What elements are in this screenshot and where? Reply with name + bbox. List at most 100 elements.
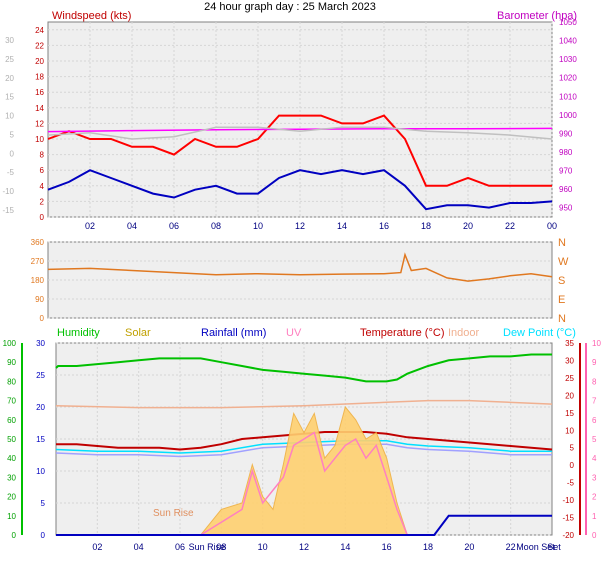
humidity-tick-label: 90 xyxy=(7,358,16,367)
legend-item: Indoor xyxy=(448,327,480,339)
temperature-tick-label: -10 xyxy=(562,496,574,505)
sunrise-tick-label: Sun Rise xyxy=(189,542,226,552)
direction-degree-label: 90 xyxy=(35,295,44,304)
wind-x-tick-label: 18 xyxy=(421,221,431,231)
series-unnamed-line xyxy=(47,126,553,140)
series-humidity-line xyxy=(55,353,552,383)
direction-degree-label: 270 xyxy=(31,257,45,266)
temp-legend: Humidity Solar Rainfall (mm) UV Temperature … xyxy=(57,327,576,339)
outer-left-tick-label: 15 xyxy=(5,93,14,102)
temp-x-tick-label: 06 xyxy=(175,542,185,552)
series-gust-line xyxy=(47,114,552,187)
legend-item: Temperature (°C) xyxy=(360,327,444,339)
wind-x-tick-label: 10 xyxy=(253,221,263,231)
wind-pressure-panel: Windspeed (kts) Barometer (hpa) 24222018… xyxy=(2,10,577,231)
temp-x-tick-label: 14 xyxy=(340,542,350,552)
rain-axis-ticks: 30 25 20 15 10 5 0 xyxy=(36,339,45,540)
humidity-tick-label: 50 xyxy=(7,435,16,444)
wind-x-tick-label: 16 xyxy=(379,221,389,231)
barometer-axis-label: Barometer (hpa) xyxy=(497,10,577,22)
wind-grid xyxy=(48,22,553,218)
temperature-tick-label: 35 xyxy=(565,339,574,348)
series-unnamed-line xyxy=(55,443,552,458)
wind-x-tick-label: 02 xyxy=(85,221,95,231)
barometer-tick-label: 990 xyxy=(559,129,573,138)
direction-compass-label: E xyxy=(558,294,565,306)
barometer-tick-label: 1050 xyxy=(559,18,577,27)
moonset-tick-label: Moon Set xyxy=(516,542,555,552)
chart-title: 24 hour graph day : 25 March 2023 xyxy=(204,1,376,13)
temp-x-tick-label: 22 xyxy=(506,542,516,552)
temperature-right-tick-label: 10 xyxy=(592,339,601,348)
outer-left-tick-label: 25 xyxy=(5,55,14,64)
direction-degree-label: 360 xyxy=(31,238,45,247)
outer-left-axis-ticks: 30 25 20 15 10 5 0 -5 -10 -15 xyxy=(2,36,14,215)
wind-x-tick-label: 12 xyxy=(295,221,305,231)
outer-left-tick-label: 30 xyxy=(5,36,14,45)
wind-x-tick-label: 20 xyxy=(463,221,473,231)
humidity-tick-label: 10 xyxy=(7,512,16,521)
outer-left-tick-label: 0 xyxy=(10,149,15,158)
barometer-axis-ticks: 1050 1040 1030 1020 1010 1000 990 980 970 960 950 xyxy=(559,18,577,213)
barometer-tick-label: 1010 xyxy=(559,92,577,101)
legend-item: Rainfall (mm) xyxy=(201,327,266,339)
legend-item: Humidity xyxy=(57,327,100,339)
temp-x-tick-label: 16 xyxy=(382,542,392,552)
temperature-tick-label: 15 xyxy=(565,409,574,418)
outer-left-tick-label: 10 xyxy=(5,112,14,121)
wind-x-tick-label: 22 xyxy=(505,221,515,231)
humidity-tick-label: 80 xyxy=(7,377,16,386)
outer-left-tick-label: -15 xyxy=(2,206,14,215)
temperature-tick-label: -20 xyxy=(562,531,574,540)
wind-series xyxy=(47,114,553,211)
series-barometer-line xyxy=(47,127,553,133)
direction-compass-label: N xyxy=(558,237,566,249)
rain-tick-label: 0 xyxy=(41,531,46,540)
wind-x-tick-label: 04 xyxy=(127,221,137,231)
rain-tick-label: 30 xyxy=(36,339,45,348)
windspeed-tick-label: 4 xyxy=(40,182,45,191)
temperature-right-tick-label: 1 xyxy=(592,512,597,521)
series-dew-point-line xyxy=(55,439,552,454)
outer-left-tick-label: -10 xyxy=(2,187,14,196)
windspeed-axis-label: Windspeed (kts) xyxy=(52,10,131,22)
humidity-tick-label: 20 xyxy=(7,493,16,502)
temp-x-tick-label: 04 xyxy=(134,542,144,552)
rain-tick-label: 20 xyxy=(36,403,45,412)
windspeed-tick-label: 16 xyxy=(35,88,44,97)
temperature-tick-label: 20 xyxy=(565,391,574,400)
wind-x-tick-label: 06 xyxy=(169,221,179,231)
temp-x-tick-label: 10 xyxy=(258,542,268,552)
temperature-right-tick-label: 0 xyxy=(592,531,597,540)
temp-series xyxy=(55,353,553,536)
outer-left-tick-label: -5 xyxy=(7,168,15,177)
temperature-tick-label: 30 xyxy=(565,356,574,365)
rain-tick-label: 25 xyxy=(36,371,45,380)
temperature-tick-label: -15 xyxy=(562,514,574,523)
direction-degree-label: 0 xyxy=(40,314,45,323)
direction-compass-label: W xyxy=(558,256,569,268)
temperature-right-tick-label: 9 xyxy=(592,358,597,367)
windspeed-tick-label: 2 xyxy=(40,197,45,206)
barometer-tick-label: 1020 xyxy=(559,74,577,83)
barometer-tick-label: 1030 xyxy=(559,55,577,64)
series-direction-line xyxy=(47,252,553,282)
barometer-tick-label: 1040 xyxy=(559,37,577,46)
rain-tick-label: 10 xyxy=(36,467,45,476)
sunset-tick-label: Set xyxy=(547,542,561,552)
temp-x-tick-label: 20 xyxy=(464,542,474,552)
direction-series xyxy=(47,252,553,282)
humidity-tick-label: 100 xyxy=(3,339,17,348)
direction-grid xyxy=(48,241,552,319)
sunrise-label: Sun Rise xyxy=(153,508,194,519)
legend-item: Solar xyxy=(125,327,151,339)
barometer-tick-label: 980 xyxy=(559,148,573,157)
humidity-tick-label: 0 xyxy=(12,531,17,540)
humidity-tick-label: 60 xyxy=(7,416,16,425)
series-rainfall-line xyxy=(56,514,552,536)
